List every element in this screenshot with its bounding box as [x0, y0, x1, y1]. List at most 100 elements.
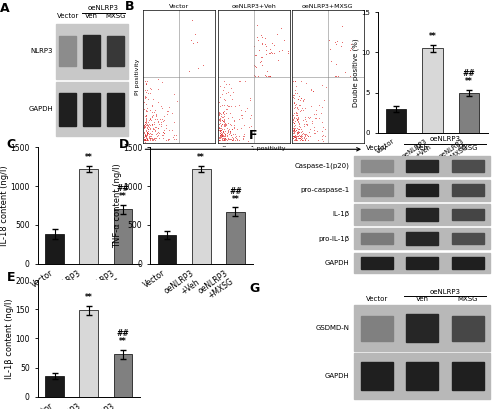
Point — [222, 132, 230, 139]
Point — [140, 122, 148, 129]
Point — [236, 125, 244, 132]
Point — [348, 41, 356, 48]
Point — [226, 135, 234, 142]
Point — [152, 112, 160, 118]
Point — [318, 132, 326, 139]
Point — [258, 61, 266, 68]
Point — [142, 117, 150, 123]
Point — [300, 123, 308, 129]
Point — [216, 132, 224, 138]
Point — [148, 121, 156, 128]
Point — [232, 137, 240, 143]
Point — [141, 124, 149, 131]
Point — [294, 121, 302, 128]
Text: Veh: Veh — [416, 144, 428, 151]
Point — [302, 135, 310, 141]
Point — [290, 115, 298, 122]
Point — [172, 136, 180, 143]
Point — [143, 121, 151, 127]
Point — [216, 126, 224, 133]
Point — [262, 51, 270, 58]
Bar — [406, 208, 438, 221]
Point — [218, 121, 226, 128]
Point — [294, 134, 302, 141]
Point — [266, 50, 274, 56]
Point — [162, 125, 170, 131]
Point — [290, 126, 298, 132]
Point — [229, 137, 237, 144]
Text: Vector: Vector — [366, 296, 388, 301]
Point — [277, 25, 285, 31]
Point — [232, 134, 239, 140]
Point — [222, 102, 230, 109]
Point — [234, 136, 241, 142]
Point — [244, 105, 252, 111]
Bar — [406, 362, 438, 390]
Point — [219, 129, 227, 135]
Point — [220, 87, 228, 93]
Point — [290, 133, 298, 140]
Point — [228, 96, 236, 102]
Text: ##
**: ## ** — [116, 184, 130, 201]
Point — [346, 47, 354, 53]
Point — [143, 125, 151, 132]
Point — [226, 128, 234, 134]
Point — [164, 136, 172, 143]
Point — [142, 78, 150, 84]
Point — [142, 119, 150, 125]
Bar — [452, 160, 484, 172]
Point — [150, 108, 158, 115]
Point — [334, 72, 342, 79]
Point — [148, 112, 156, 119]
Point — [153, 133, 161, 139]
Point — [219, 110, 227, 117]
Point — [296, 133, 304, 139]
Point — [294, 115, 302, 121]
Point — [308, 118, 316, 125]
Text: NLRP3: NLRP3 — [30, 48, 53, 54]
Point — [146, 133, 154, 139]
Point — [296, 136, 304, 143]
Point — [166, 136, 173, 142]
Point — [140, 122, 148, 128]
Point — [147, 134, 155, 141]
Bar — [386, 109, 406, 133]
Point — [226, 129, 234, 136]
Point — [168, 134, 176, 140]
Point — [273, 31, 281, 37]
Y-axis label: Double positive (%): Double positive (%) — [353, 38, 360, 107]
Point — [158, 132, 166, 139]
Point — [217, 130, 225, 137]
Bar — [422, 49, 442, 133]
Point — [290, 115, 298, 121]
Point — [300, 132, 308, 139]
Point — [290, 133, 298, 139]
Point — [222, 137, 230, 143]
Point — [224, 115, 232, 121]
Point — [164, 137, 172, 143]
Bar — [56, 82, 128, 137]
Point — [146, 137, 154, 143]
Text: GSDMD-N: GSDMD-N — [316, 325, 350, 331]
Point — [322, 133, 330, 139]
Point — [141, 137, 149, 143]
Y-axis label: PI positivity: PI positivity — [134, 58, 140, 95]
Text: E: E — [7, 271, 16, 284]
Point — [302, 131, 310, 138]
Text: Caspase-1(p20): Caspase-1(p20) — [294, 163, 350, 169]
Point — [220, 133, 228, 140]
Point — [216, 133, 224, 140]
Point — [290, 128, 298, 135]
Point — [284, 50, 292, 56]
Point — [226, 110, 234, 117]
Point — [306, 133, 314, 139]
Point — [215, 116, 223, 123]
Point — [160, 126, 168, 133]
Point — [148, 136, 156, 143]
Point — [290, 123, 298, 130]
Point — [152, 112, 160, 119]
Point — [224, 119, 232, 126]
Point — [199, 62, 207, 68]
Point — [300, 131, 308, 137]
Point — [217, 130, 225, 137]
